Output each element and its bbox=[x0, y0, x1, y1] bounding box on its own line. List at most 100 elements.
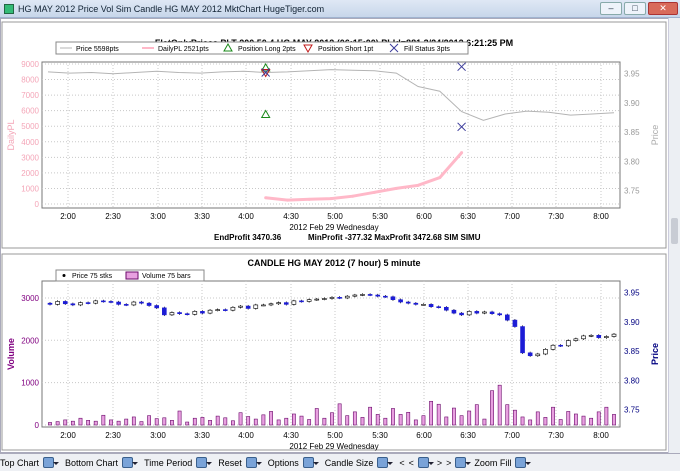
price-candle bbox=[116, 300, 121, 306]
price-candle bbox=[78, 301, 83, 307]
volume-bar bbox=[116, 420, 121, 426]
bottom-x-tick: 3:30 bbox=[194, 431, 210, 440]
nav-arrow-button[interactable]: > bbox=[436, 457, 443, 468]
volume-bar bbox=[192, 417, 197, 426]
time-period-dropdown-icon[interactable] bbox=[196, 457, 213, 468]
top-legend-item: Position Long 2pts bbox=[238, 46, 296, 53]
volume-bar bbox=[223, 417, 228, 426]
price-candle bbox=[200, 310, 205, 315]
price-candle bbox=[207, 309, 213, 315]
reset-menu[interactable]: Reset bbox=[218, 457, 262, 468]
reset-dropdown-icon[interactable] bbox=[245, 457, 262, 468]
time-period-menu[interactable]: Time Period bbox=[144, 457, 213, 468]
volume-bar bbox=[429, 400, 433, 426]
close-button[interactable]: ✕ bbox=[648, 2, 678, 15]
bottom-x-tick: 3:00 bbox=[150, 431, 166, 440]
nav-dropdown-icon[interactable] bbox=[455, 457, 472, 468]
zoom-fill-dropdown-icon[interactable] bbox=[515, 457, 532, 468]
price-candle bbox=[238, 304, 243, 309]
price-candle bbox=[405, 300, 411, 305]
bottom-left-tick: 2000 bbox=[21, 336, 39, 345]
price-candle bbox=[139, 300, 144, 305]
volume-bar bbox=[573, 413, 578, 426]
volume-bar bbox=[177, 410, 182, 426]
top-left-tick: 3000 bbox=[21, 153, 39, 162]
bottom-right-tick: 3.80 bbox=[624, 376, 640, 385]
bottom-chart-menu[interactable]: Bottom Chart bbox=[65, 457, 139, 468]
minimize-button[interactable]: – bbox=[600, 2, 622, 15]
price-candle bbox=[421, 303, 426, 306]
bottom-x-tick: 7:30 bbox=[548, 431, 564, 440]
vertical-scrollbar[interactable] bbox=[668, 18, 680, 453]
short-position-marker bbox=[260, 69, 271, 78]
price-candle bbox=[322, 297, 327, 301]
bottom-x-tick: 7:00 bbox=[504, 431, 520, 440]
volume-bar bbox=[398, 414, 403, 426]
price-candle bbox=[482, 310, 487, 315]
candle-size-menu[interactable]: Candle Size bbox=[325, 457, 394, 468]
top-x-tick: 6:00 bbox=[416, 212, 432, 221]
price-candle bbox=[337, 296, 342, 300]
price-candle bbox=[565, 339, 571, 347]
volume-bar bbox=[513, 409, 517, 426]
volume-bar bbox=[238, 412, 243, 426]
bottom-x-tick: 6:30 bbox=[460, 431, 476, 440]
price-candle bbox=[70, 302, 76, 307]
price-candle bbox=[367, 293, 373, 297]
volume-bar bbox=[558, 419, 563, 426]
price-candle bbox=[245, 304, 251, 310]
legend-volume-swatch bbox=[125, 271, 139, 280]
volume-bar bbox=[436, 403, 441, 426]
price-candle bbox=[588, 334, 594, 338]
volume-bar bbox=[261, 414, 266, 426]
top-chart-menu[interactable]: Top Chart bbox=[0, 457, 60, 468]
top-right-tick: 3.80 bbox=[624, 157, 640, 166]
volume-bar bbox=[215, 415, 220, 426]
top-x-tick: 6:30 bbox=[460, 212, 476, 221]
price-candle bbox=[101, 299, 106, 303]
scrollbar-thumb[interactable] bbox=[671, 218, 678, 244]
volume-bar bbox=[93, 420, 98, 426]
fill-status-marker bbox=[457, 62, 466, 72]
volume-bar bbox=[528, 419, 533, 426]
price-candle bbox=[611, 332, 617, 338]
top-left-tick: 1000 bbox=[21, 184, 39, 193]
nav-arrow-button[interactable]: > bbox=[446, 457, 452, 468]
price-candle bbox=[596, 334, 602, 339]
volume-bar bbox=[345, 415, 350, 426]
price-candle bbox=[520, 325, 525, 354]
volume-bar bbox=[330, 412, 334, 426]
price-candle bbox=[222, 308, 228, 312]
volume-bar bbox=[314, 408, 319, 426]
price-candle bbox=[512, 318, 518, 328]
volume-bar bbox=[200, 417, 205, 426]
nav-arrow-button[interactable]: < bbox=[408, 457, 414, 468]
price-candle bbox=[390, 295, 396, 301]
options-dropdown-icon[interactable] bbox=[302, 457, 319, 468]
price-candle bbox=[436, 305, 442, 309]
bottom-plot-area bbox=[41, 280, 621, 428]
price-candle bbox=[162, 306, 167, 317]
volume-bar bbox=[246, 416, 251, 426]
candle-size-dropdown-icon[interactable] bbox=[377, 457, 394, 468]
volume-bar bbox=[170, 420, 174, 426]
window-title: HG MAY 2012 Price Vol Sim Candle HG MAY … bbox=[18, 3, 325, 14]
top-x-tick: 5:30 bbox=[372, 212, 388, 221]
volume-bar bbox=[589, 417, 594, 426]
bottom-x-tick: 5:00 bbox=[327, 431, 343, 440]
top-chart-dropdown-icon[interactable] bbox=[43, 457, 60, 468]
volume-bar bbox=[421, 415, 426, 426]
top-right-tick: 3.95 bbox=[624, 70, 640, 79]
zoom-fill-menu[interactable]: Zoom Fill bbox=[474, 457, 532, 468]
bottom-right-axis-label: Price bbox=[650, 343, 660, 365]
nav-dropdown-icon[interactable] bbox=[417, 457, 434, 468]
top-left-axis-label: DailyPL bbox=[6, 119, 16, 150]
options-menu[interactable]: Options bbox=[268, 457, 319, 468]
volume-bar bbox=[459, 415, 464, 426]
nav-arrow-button[interactable]: < bbox=[399, 457, 405, 468]
top-left-tick: 5000 bbox=[21, 122, 39, 131]
volume-bar bbox=[124, 418, 129, 426]
maximize-button[interactable]: □ bbox=[624, 2, 646, 15]
volume-bar bbox=[452, 407, 456, 426]
bottom-chart-dropdown-icon[interactable] bbox=[122, 457, 139, 468]
